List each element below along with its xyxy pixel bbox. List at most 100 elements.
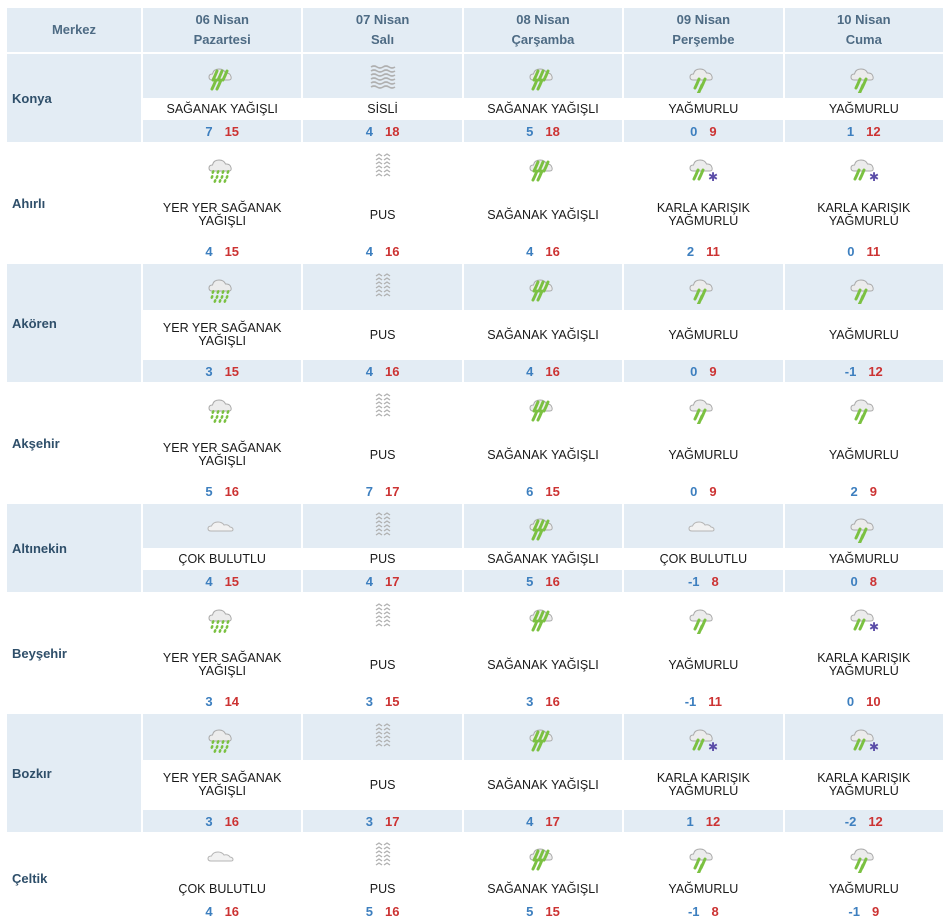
max-temperature: 17 bbox=[384, 813, 400, 829]
forecast-cell: PUS 3 15 bbox=[303, 594, 462, 712]
forecast-cell-content: YER YER SAĞANAK YAĞIŞLI 4 15 bbox=[143, 144, 302, 262]
svg-text:✱: ✱ bbox=[708, 170, 718, 184]
temperature-range: -1 11 bbox=[624, 690, 783, 712]
min-temperature: 4 bbox=[365, 573, 373, 589]
temperature-range: 3 14 bbox=[143, 690, 302, 712]
day-weekday: Salı bbox=[371, 32, 395, 47]
day-header: 09 Nisan Perşembe bbox=[624, 8, 783, 52]
forecast-cell: ÇOK BULUTLU 4 15 bbox=[143, 504, 302, 592]
city-name[interactable]: Ahırlı bbox=[7, 144, 141, 262]
cloudy-icon bbox=[624, 504, 782, 548]
forecast-cell-content: YAĞMURLU 1 12 bbox=[784, 54, 943, 142]
day-date: 06 Nisan bbox=[195, 12, 249, 27]
min-temperature: 0 bbox=[690, 483, 698, 499]
rain-icon bbox=[785, 384, 943, 430]
forecast-cell-content: PUS 4 17 bbox=[303, 504, 462, 592]
max-temperature: 15 bbox=[224, 573, 240, 589]
day-weekday: Pazartesi bbox=[193, 32, 251, 47]
forecast-cell-content: PUS 7 17 bbox=[303, 384, 462, 502]
heavy-rain-icon bbox=[464, 834, 622, 878]
weather-description: YAĞMURLU bbox=[784, 310, 943, 360]
max-temperature: 12 bbox=[868, 363, 883, 379]
max-temperature: 17 bbox=[545, 813, 560, 829]
min-temperature: 3 bbox=[365, 693, 373, 709]
city-row: Beyşehir YER YER SAĞANAK YAĞIŞLI 3 14 PUS 3 15… bbox=[7, 594, 943, 712]
svg-text:✱: ✱ bbox=[869, 170, 879, 184]
weather-description: SAĞANAK YAĞIŞLI bbox=[463, 190, 623, 240]
min-temperature: 4 bbox=[365, 363, 373, 379]
weather-description: YAĞMURLU bbox=[624, 98, 783, 120]
scattered-showers-icon bbox=[143, 264, 301, 310]
min-temperature: 0 bbox=[850, 573, 858, 589]
max-temperature: 14 bbox=[224, 693, 240, 709]
haze-icon bbox=[303, 714, 461, 760]
forecast-cell: PUS 3 17 bbox=[303, 714, 462, 832]
temperature-range: 2 11 bbox=[624, 240, 783, 262]
forecast-cell: YAĞMURLU 1 12 bbox=[784, 54, 943, 142]
weather-description: PUS bbox=[303, 310, 462, 360]
forecast-cell: YER YER SAĞANAK YAĞIŞLI 4 15 bbox=[143, 144, 302, 262]
max-temperature: 15 bbox=[384, 693, 400, 709]
scattered-showers-icon bbox=[143, 714, 301, 760]
max-temperature: 16 bbox=[545, 243, 560, 259]
min-temperature: 4 bbox=[365, 123, 373, 139]
max-temperature: 15 bbox=[224, 243, 240, 259]
header-row: Merkez 06 Nisan Pazartesi 07 Nisan Salı 08… bbox=[7, 8, 943, 52]
max-temperature: 15 bbox=[224, 363, 240, 379]
city-name[interactable]: Beyşehir bbox=[7, 594, 141, 712]
forecast-cell: PUS 4 16 bbox=[303, 264, 462, 382]
heavy-rain-icon bbox=[464, 264, 622, 310]
max-temperature: 16 bbox=[224, 903, 240, 919]
forecast-cell: YAĞMURLU -1 11 bbox=[624, 594, 783, 712]
rain-icon bbox=[785, 54, 943, 98]
temperature-range: 0 10 bbox=[784, 690, 943, 712]
city-name[interactable]: Akşehir bbox=[7, 384, 141, 502]
city-name[interactable]: Çeltik bbox=[7, 834, 141, 922]
rain-icon bbox=[785, 504, 943, 548]
forecast-cell: PUS 7 17 bbox=[303, 384, 462, 502]
svg-text:✱: ✱ bbox=[708, 740, 718, 754]
temperature-range: 4 16 bbox=[463, 240, 623, 262]
forecast-cell-content: YER YER SAĞANAK YAĞIŞLI 3 14 bbox=[143, 594, 302, 712]
temperature-range: 3 17 bbox=[303, 810, 462, 832]
city-name[interactable]: Akören bbox=[7, 264, 141, 382]
max-temperature: 17 bbox=[384, 573, 400, 589]
weather-description: KARLA KARIŞIK YAĞMURLU bbox=[624, 760, 783, 810]
weather-description: YAĞMURLU bbox=[624, 878, 783, 900]
forecast-cell: YAĞMURLU 0 9 bbox=[624, 54, 783, 142]
weather-description: YAĞMURLU bbox=[624, 310, 783, 360]
temperature-range: 4 16 bbox=[143, 900, 302, 922]
min-temperature: -1 bbox=[684, 693, 697, 709]
temperature-range: 1 12 bbox=[624, 810, 783, 832]
rain-icon bbox=[785, 264, 943, 310]
forecast-cell-content: ✱ KARLA KARIŞIK YAĞMURLU -2 12 bbox=[784, 714, 943, 832]
max-temperature: 16 bbox=[545, 693, 560, 709]
min-temperature: 3 bbox=[205, 813, 213, 829]
city-name[interactable]: Altınekin bbox=[7, 504, 141, 592]
forecast-cell-content: PUS 3 17 bbox=[303, 714, 462, 832]
day-date: 08 Nisan bbox=[516, 12, 570, 27]
forecast-cell-content: SAĞANAK YAĞIŞLI 4 16 bbox=[463, 264, 623, 382]
weather-description: PUS bbox=[303, 640, 462, 690]
day-date: 07 Nisan bbox=[355, 12, 410, 27]
forecast-cell-content: SAĞANAK YAĞIŞLI 5 15 bbox=[463, 834, 623, 922]
min-temperature: 4 bbox=[526, 363, 534, 379]
weather-description: PUS bbox=[303, 430, 462, 480]
forecast-cell-content: PUS 4 16 bbox=[303, 144, 462, 262]
forecast-cell: ✱ KARLA KARIŞIK YAĞMURLU 0 11 bbox=[784, 144, 943, 262]
temperature-range: 5 15 bbox=[463, 900, 623, 922]
forecast-cell: SAĞANAK YAĞIŞLI 3 16 bbox=[463, 594, 623, 712]
max-temperature: 15 bbox=[545, 903, 560, 919]
min-temperature: 3 bbox=[365, 813, 373, 829]
center-column-header: Merkez bbox=[7, 8, 141, 52]
max-temperature: 9 bbox=[869, 483, 878, 499]
min-temperature: 4 bbox=[365, 243, 373, 259]
city-name[interactable]: Konya bbox=[7, 54, 141, 142]
forecast-cell: SAĞANAK YAĞIŞLI 4 17 bbox=[463, 714, 623, 832]
max-temperature: 9 bbox=[709, 123, 717, 139]
forecast-cell: YER YER SAĞANAK YAĞIŞLI 3 16 bbox=[143, 714, 302, 832]
weather-description: KARLA KARIŞIK YAĞMURLU bbox=[784, 190, 943, 240]
min-temperature: 2 bbox=[850, 483, 858, 499]
city-name[interactable]: Bozkır bbox=[7, 714, 141, 832]
